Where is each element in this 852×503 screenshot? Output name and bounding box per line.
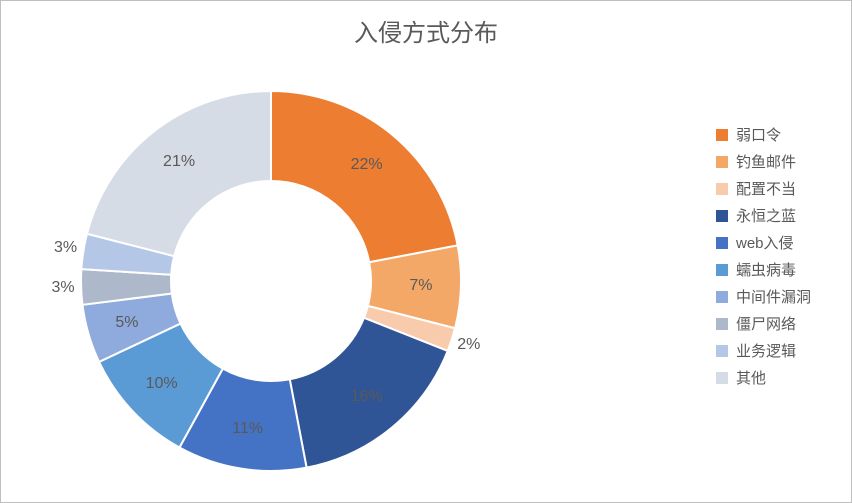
donut-chart: 22%7%2%16%11%10%5%3%3%21% bbox=[61, 71, 481, 491]
legend-label: 业务逻辑 bbox=[736, 340, 796, 361]
slice-label: 3% bbox=[54, 239, 77, 257]
slice bbox=[87, 91, 271, 256]
legend-swatch bbox=[716, 237, 728, 249]
legend-swatch bbox=[716, 372, 728, 384]
legend-swatch bbox=[716, 129, 728, 141]
slice-label: 5% bbox=[115, 314, 138, 332]
legend-label: 钓鱼邮件 bbox=[736, 151, 796, 172]
legend-item: 永恒之蓝 bbox=[716, 205, 811, 226]
legend-label: 蠕虫病毒 bbox=[736, 259, 796, 280]
slice-label: 10% bbox=[146, 375, 178, 393]
chart-title: 入侵方式分布 bbox=[1, 13, 851, 48]
legend: 弱口令钓鱼邮件配置不当永恒之蓝 web入侵蠕虫病毒中间件漏洞僵尸网络业务逻辑其他 bbox=[716, 121, 811, 391]
legend-swatch bbox=[716, 183, 728, 195]
legend-swatch bbox=[716, 210, 728, 222]
legend-item: 弱口令 bbox=[716, 124, 811, 145]
slice-label: 16% bbox=[351, 388, 383, 406]
legend-swatch bbox=[716, 318, 728, 330]
legend-item: 中间件漏洞 bbox=[716, 286, 811, 307]
legend-label: 配置不当 bbox=[736, 178, 796, 199]
legend-item: 蠕虫病毒 bbox=[716, 259, 811, 280]
legend-item: web入侵 bbox=[716, 232, 811, 253]
legend-swatch bbox=[716, 264, 728, 276]
legend-label: 弱口令 bbox=[736, 124, 781, 145]
legend-swatch bbox=[716, 156, 728, 168]
slice-label: 7% bbox=[409, 277, 432, 295]
slice-label: 2% bbox=[457, 336, 480, 354]
slice-label: 3% bbox=[52, 279, 75, 297]
legend-item: 僵尸网络 bbox=[716, 313, 811, 334]
legend-item: 钓鱼邮件 bbox=[716, 151, 811, 172]
legend-label: 僵尸网络 bbox=[736, 313, 796, 334]
slice bbox=[271, 91, 458, 262]
legend-swatch bbox=[716, 345, 728, 357]
legend-label: 其他 bbox=[736, 367, 766, 388]
legend-label: 中间件漏洞 bbox=[736, 286, 811, 307]
slice-label: 11% bbox=[232, 420, 263, 438]
legend-item: 业务逻辑 bbox=[716, 340, 811, 361]
legend-label: 永恒之蓝 bbox=[736, 205, 796, 226]
legend-item: 配置不当 bbox=[716, 178, 811, 199]
legend-item: 其他 bbox=[716, 367, 811, 388]
legend-label: web入侵 bbox=[736, 232, 794, 253]
chart-frame: 入侵方式分布 22% 7% 2% 16% 11% 10% 5% 3% 3% 21% 弱口令钓鱼邮件… bbox=[0, 0, 852, 503]
legend-swatch bbox=[716, 291, 728, 303]
slice-label: 22% bbox=[351, 156, 383, 174]
slice-label: 21% bbox=[163, 153, 195, 171]
